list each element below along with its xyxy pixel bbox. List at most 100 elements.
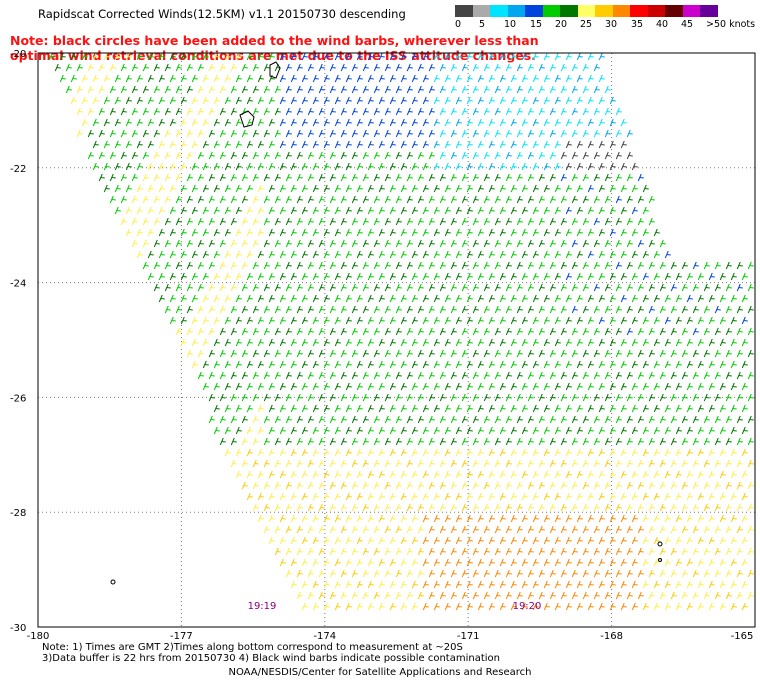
wind-barb [406,63,413,72]
wind-barb [428,63,435,72]
wind-barb [318,195,325,204]
wind-barb [675,492,682,501]
wind-barb [631,206,638,215]
wind-barb [444,580,451,589]
wind-barb [565,360,572,369]
wind-barb [466,184,473,193]
wind-barb [131,151,138,160]
wind-barb [543,162,550,171]
wind-barb [213,140,220,149]
wind-barb [395,437,402,446]
wind-speed-legend: 0 5 10 15 20 25 30 35 40 45 >50 knots [455,5,755,33]
wind-barb [318,393,325,402]
wind-barb [257,206,264,215]
wind-barb [323,360,330,369]
wind-barb [241,349,248,358]
wind-barb [461,393,468,402]
wind-barb [428,129,435,138]
wind-barb [747,569,754,578]
wind-barb [521,470,528,479]
wind-barb [527,195,534,204]
wind-barb [257,162,264,171]
wind-barb [356,580,363,589]
wind-barb [213,96,220,105]
wind-barb [681,503,688,512]
wind-barb [422,316,429,325]
wind-barb [642,426,649,435]
wind-barb [719,514,726,523]
wind-barb [230,371,237,380]
wind-barb [389,426,396,435]
wind-barb [455,536,462,545]
wind-barb [631,272,638,281]
wind-barb [246,206,253,215]
wind-barb [593,107,600,116]
wind-barb [290,470,297,479]
wind-barb [659,525,666,534]
wind-barb [527,305,534,314]
wind-barb [362,591,369,600]
wind-barb [543,382,550,391]
wind-barb [384,569,391,578]
wind-barb [593,151,600,160]
wind-barb [164,107,171,116]
wind-barb [312,96,319,105]
wind-barb [620,492,627,501]
wind-barb [274,151,281,160]
wind-barb [466,426,473,435]
wind-barb [301,448,308,457]
wind-barb [499,206,506,215]
wind-barb [587,338,594,347]
wind-barb [433,272,440,281]
wind-barb [81,74,88,83]
wind-barb [620,426,627,435]
wind-barb [538,591,545,600]
wind-barb [395,547,402,556]
latitude-label: -24 [10,279,26,290]
wind-barb [400,250,407,259]
wind-barb [318,525,325,534]
wind-barb [235,162,242,171]
wind-barb [340,437,347,446]
wind-barb [505,129,512,138]
wind-barb [125,206,132,215]
wind-barb [329,503,336,512]
wind-barb [263,129,270,138]
wind-barb [92,118,99,127]
wind-barb [582,261,589,270]
wind-barb [576,294,583,303]
wind-barb [697,426,704,435]
wind-barb [521,272,528,281]
wind-barb [461,173,468,182]
wind-barb [389,492,396,501]
wind-barb [626,129,633,138]
wind-barb [692,371,699,380]
wind-barb [433,316,440,325]
wind-barb [76,63,83,72]
wind-barb [631,382,638,391]
wind-barb [340,261,347,270]
wind-barb [235,470,242,479]
wind-barb [186,129,193,138]
wind-barb [560,85,567,94]
wind-barb [466,250,473,259]
wind-barb [725,327,732,336]
wind-barb [450,569,457,578]
wind-barb [224,360,231,369]
wind-barb [626,503,633,512]
wind-barb [296,415,303,424]
wind-barb [664,250,671,259]
wind-barb [516,415,523,424]
wind-barb [615,129,622,138]
wind-barb [318,547,325,556]
wind-barb [609,228,616,237]
wind-barb [433,338,440,347]
legend-swatch [700,5,718,17]
wind-barb [494,173,501,182]
wind-barb [510,492,517,501]
wind-barb [538,393,545,402]
wind-barb [554,206,561,215]
wind-barb [444,96,451,105]
wind-barb [494,481,501,490]
wind-barb [208,305,215,314]
